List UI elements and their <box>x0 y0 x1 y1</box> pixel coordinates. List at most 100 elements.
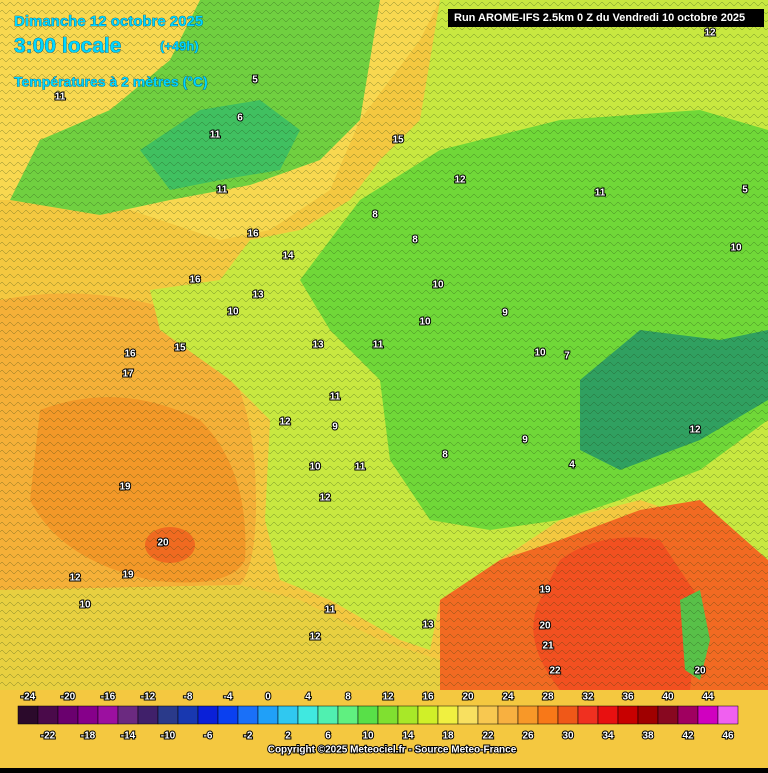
contour-texture <box>0 0 768 690</box>
contour-label: 12 <box>704 28 716 39</box>
contour-label: 11 <box>217 185 228 196</box>
scale-cell <box>397 705 419 725</box>
scale-label-bottom: 18 <box>442 731 454 742</box>
scale-label-top: 4 <box>305 692 311 703</box>
contour-label: 11 <box>325 605 336 616</box>
scale-label-bottom: 14 <box>402 731 414 742</box>
run-box <box>448 9 764 27</box>
contour-label: 12 <box>319 493 331 504</box>
scale-cell <box>377 705 399 725</box>
scale-label-top: -12 <box>141 692 156 703</box>
contour-label: 12 <box>279 417 291 428</box>
run-info: Run AROME-IFS 2.5km 0 Z du Vendredi 10 o… <box>454 12 745 24</box>
scale-label-top: 32 <box>582 692 594 703</box>
scale-label-top: 12 <box>382 692 394 703</box>
scale-cell <box>677 705 699 725</box>
scale-cell <box>257 705 279 725</box>
contour-label: 12 <box>69 573 81 584</box>
forecast-date: Dimanche 12 octobre 2025 <box>14 13 203 30</box>
contour-label: 10 <box>534 348 546 359</box>
scale-cell <box>37 705 59 725</box>
scale-cell <box>157 705 179 725</box>
scale-label-top: 44 <box>702 692 714 703</box>
scale-cell <box>57 705 79 725</box>
legend-background <box>0 690 768 768</box>
scale-cell <box>477 705 499 725</box>
scale-label-bottom: 46 <box>722 731 734 742</box>
contour-label: 14 <box>282 251 294 262</box>
contour-label: 13 <box>312 340 324 351</box>
scale-label-bottom: -14 <box>121 731 136 742</box>
contour-label: 19 <box>119 482 131 493</box>
contour-label: 15 <box>392 135 404 146</box>
scale-cell <box>237 705 259 725</box>
contour-label: 6 <box>237 113 243 124</box>
contour-label: 8 <box>412 235 418 246</box>
scale-label-top: 28 <box>542 692 554 703</box>
contour-label: 20 <box>694 666 706 677</box>
forecast-time: 3:00 locale <box>14 35 121 58</box>
contour-label: 5 <box>252 75 258 86</box>
contour-label: 20 <box>539 621 551 632</box>
scale-label-top: 20 <box>462 692 474 703</box>
scale-label-top: 0 <box>265 692 271 703</box>
contour-label: 5 <box>742 185 748 196</box>
scale-cell <box>577 705 599 725</box>
scale-label-bottom: -18 <box>81 731 96 742</box>
contour-label: 11 <box>373 340 384 351</box>
scale-cell <box>637 705 659 725</box>
scale-cell <box>317 705 339 725</box>
scale-cell <box>177 705 199 725</box>
scale-cell <box>277 705 299 725</box>
contour-label: 7 <box>564 351 570 362</box>
contour-label: 8 <box>372 210 378 221</box>
scale-cell <box>217 705 239 725</box>
scale-label-top: 36 <box>622 692 634 703</box>
contour-label: 10 <box>419 317 431 328</box>
scale-cell <box>537 705 559 725</box>
contour-label: 8 <box>442 450 448 461</box>
scale-label-bottom: 26 <box>522 731 534 742</box>
scale-cell <box>337 705 359 725</box>
scale-label-bottom: 38 <box>642 731 654 742</box>
contour-label: 11 <box>595 188 606 199</box>
contour-label: 19 <box>539 585 551 596</box>
scale-label-top: 40 <box>662 692 674 703</box>
scale-cell <box>417 705 439 725</box>
scale-cell <box>657 705 679 725</box>
contour-label: 4 <box>569 460 575 471</box>
contour-label: 19 <box>122 570 134 581</box>
scale-label-top: -16 <box>101 692 116 703</box>
scale-label-bottom: 6 <box>325 731 331 742</box>
scale-label-bottom: 30 <box>562 731 574 742</box>
scale-label-top: -20 <box>61 692 76 703</box>
contour-label: 13 <box>422 620 434 631</box>
contour-label: 9 <box>522 435 528 446</box>
scale-label-bottom: 2 <box>285 731 291 742</box>
contour-label: 20 <box>157 538 169 549</box>
contour-label: 11 <box>210 130 221 141</box>
contour-label: 21 <box>542 641 554 652</box>
scale-label-bottom: 34 <box>602 731 614 742</box>
contour-label: 16 <box>247 229 259 240</box>
contour-label: 10 <box>79 600 91 611</box>
contour-label: 15 <box>174 343 186 354</box>
contour-label: 13 <box>252 290 264 301</box>
contour-label: 11 <box>55 92 66 103</box>
scale-cell <box>497 705 519 725</box>
scale-label-bottom: 42 <box>682 731 694 742</box>
scale-cell <box>617 705 639 725</box>
scale-cell <box>77 705 99 725</box>
scale-cell <box>557 705 579 725</box>
contour-label: 22 <box>549 666 561 677</box>
scale-label-bottom: -10 <box>161 731 176 742</box>
contour-label: 16 <box>124 349 136 360</box>
contour-label: 12 <box>689 425 701 436</box>
contour-label: 11 <box>355 462 366 473</box>
contour-label: 9 <box>332 422 338 433</box>
scale-cell <box>357 705 379 725</box>
scale-cell <box>717 705 739 725</box>
scale-label-top: 24 <box>502 692 514 703</box>
copyright: Copyright ©2025 Meteociel.fr - Source Me… <box>268 745 517 756</box>
